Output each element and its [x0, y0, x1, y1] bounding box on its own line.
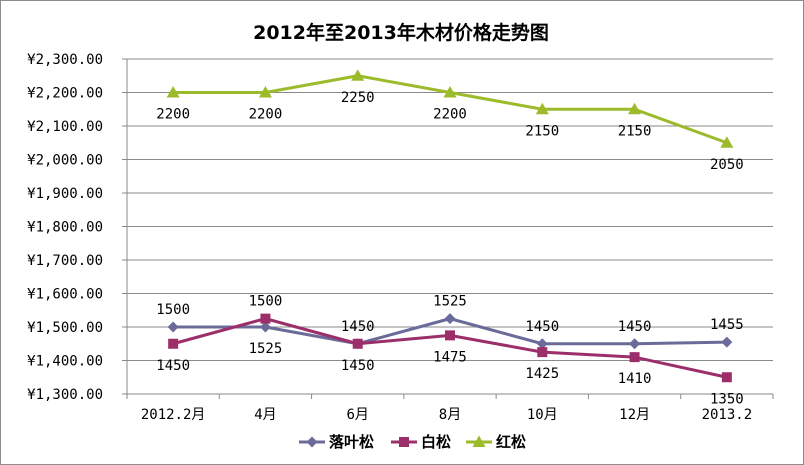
data-label: 2050 [710, 157, 744, 173]
x-tick-label: 8月 [439, 407, 461, 423]
data-point [168, 338, 179, 349]
y-tick-label: ¥1,900.00 [27, 186, 103, 202]
data-label: 1350 [710, 391, 744, 407]
y-tick-label: ¥1,800.00 [27, 220, 103, 236]
y-tick-label: ¥1,700.00 [27, 253, 103, 269]
legend-item-2: 白松 [391, 433, 451, 451]
data-labels: 1500 1525 1450 1525 1450 1450 1455 1450 1500 1450… [156, 90, 743, 408]
y-tick-label: ¥2,100.00 [27, 119, 103, 135]
y-tick-label: ¥2,000.00 [27, 153, 103, 169]
x-tick-label: 4月 [254, 407, 276, 423]
y-tick-label: ¥2,200.00 [27, 86, 103, 102]
data-point [445, 330, 455, 341]
data-label: 1455 [710, 317, 744, 333]
data-point [628, 102, 642, 115]
x-tick-label: 12月 [619, 407, 650, 423]
legend-label: 落叶松 [329, 433, 374, 451]
data-point [259, 321, 271, 333]
data-point [537, 347, 548, 358]
data-label: 2250 [341, 90, 375, 106]
legend-marker [472, 435, 486, 447]
legend-marker [399, 437, 409, 447]
data-point [536, 338, 548, 350]
data-point [535, 102, 549, 115]
legend-item-1: 落叶松 [299, 433, 374, 451]
data-label: 1500 [249, 294, 283, 310]
data-label: 1450 [525, 319, 559, 335]
x-tick-label: 10月 [527, 407, 558, 423]
data-label: 2200 [156, 107, 190, 123]
data-point [629, 338, 641, 350]
data-label: 1425 [525, 366, 559, 382]
data-label: 2200 [433, 107, 467, 123]
data-point [258, 86, 272, 98]
data-point [721, 336, 733, 348]
axes: ¥1,300.00 ¥1,400.00 ¥1,500.00 ¥1,600.00 ¥1,7… [27, 52, 774, 423]
x-tick-label: 2013.2 [702, 407, 753, 423]
series-2 [168, 313, 732, 383]
y-tick-label: ¥1,500.00 [27, 320, 103, 336]
y-tick-label: ¥1,300.00 [27, 387, 103, 403]
data-point [444, 313, 456, 325]
y-tick-label: ¥2,300.00 [27, 52, 103, 68]
x-tick-label: 6月 [346, 407, 368, 423]
y-tick-label: ¥1,600.00 [27, 287, 103, 303]
data-label: 1410 [618, 371, 652, 387]
chart-title: 2012年至2013年木材价格走势图 [253, 21, 549, 44]
legend-marker [306, 436, 318, 448]
series-3 [166, 69, 734, 148]
x-tick-label: 2012.2月 [141, 407, 206, 423]
data-point [352, 338, 363, 349]
data-label: 1450 [618, 319, 652, 335]
data-point [260, 313, 271, 324]
data-label: 1525 [249, 341, 283, 357]
legend: 落叶松 白松 红松 [299, 433, 526, 451]
legend-label: 白松 [421, 433, 451, 451]
data-label: 1475 [433, 349, 467, 365]
data-point [721, 372, 732, 383]
legend-item-3: 红松 [466, 433, 526, 451]
data-label: 2200 [249, 107, 283, 123]
data-point [720, 136, 734, 148]
data-point [443, 86, 457, 98]
data-point [167, 321, 179, 333]
data-label: 1450 [156, 358, 190, 374]
y-tick-label: ¥1,400.00 [27, 354, 103, 370]
data-label: 1500 [156, 302, 190, 318]
data-point [166, 86, 180, 98]
data-label: 2150 [618, 123, 652, 139]
data-label: 1525 [433, 294, 467, 310]
data-point [629, 352, 640, 363]
data-point [351, 69, 365, 81]
series-group [166, 69, 734, 383]
legend-label: 红松 [496, 433, 526, 451]
data-label: 1450 [341, 319, 375, 335]
data-label: 2150 [525, 123, 559, 139]
data-label: 1450 [341, 358, 375, 374]
